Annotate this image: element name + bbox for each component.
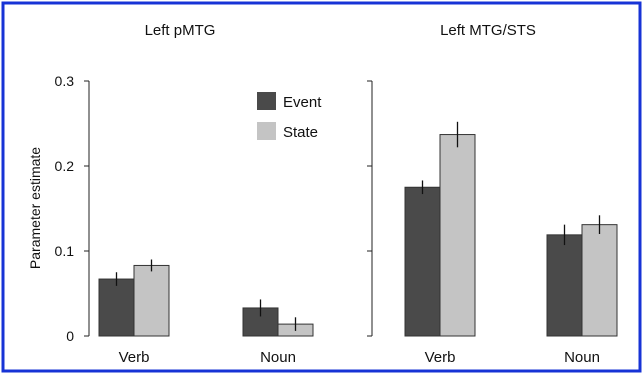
bar-event-noun-panel-2	[546, 234, 583, 337]
panel-title-right: Left MTG/STS	[440, 22, 536, 39]
legend-label-event: Event	[283, 94, 322, 111]
x-tick-label-verb-left: Verb	[119, 349, 150, 366]
legend-label-state: State	[283, 124, 318, 141]
y-tick-label-0.3: 0.3	[55, 73, 75, 89]
bar-state-noun-panel-2	[581, 224, 618, 337]
y-axis-label: Parameter estimate	[27, 147, 43, 269]
bar-state-verb-panel-2	[439, 134, 476, 337]
x-tick-label-noun-right: Noun	[564, 349, 600, 366]
legend-swatch-event	[257, 92, 276, 110]
y-tick-label-0.2: 0.2	[55, 158, 75, 174]
x-tick-label-verb-right: Verb	[425, 349, 456, 366]
y-tick-label-0.1: 0.1	[55, 243, 75, 259]
bar-event-verb-panel-1	[98, 278, 135, 337]
bar-event-verb-panel-2	[404, 186, 441, 337]
legend-swatch-state	[257, 122, 276, 140]
y-tick-label-0: 0	[66, 328, 74, 344]
x-tick-label-noun-left: Noun	[260, 349, 296, 366]
panel-title-left: Left pMTG	[145, 22, 216, 39]
bar-state-verb-panel-1	[133, 264, 170, 337]
